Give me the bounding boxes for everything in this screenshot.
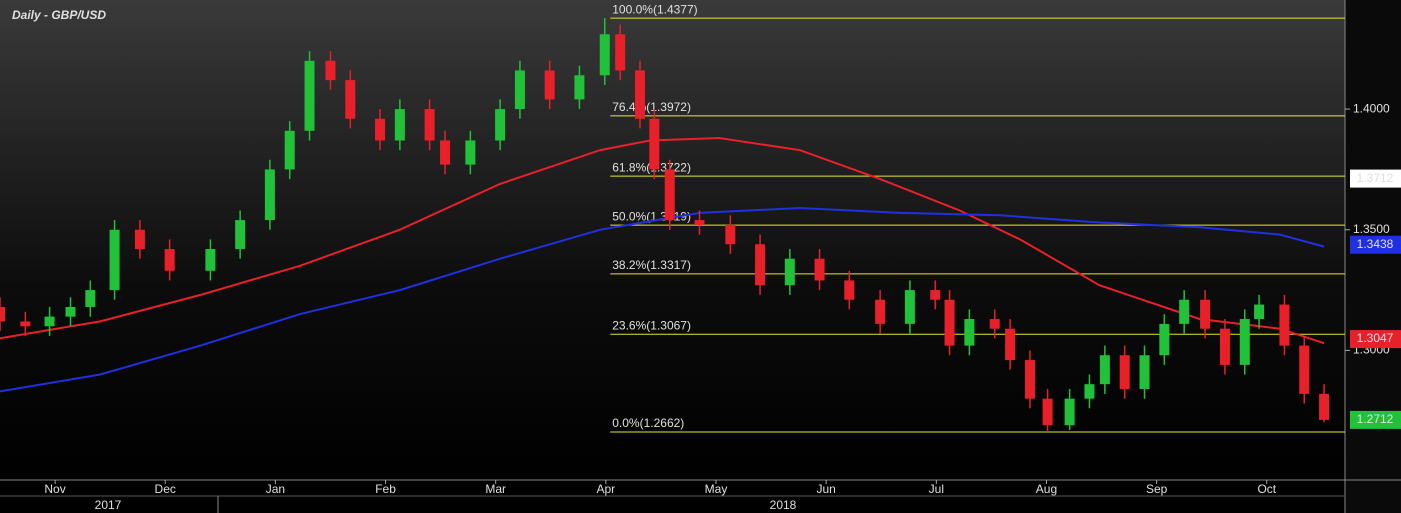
candle-body bbox=[599, 34, 610, 76]
candle-body bbox=[1200, 299, 1211, 329]
candle-body bbox=[574, 75, 585, 100]
x-tick-label: Feb bbox=[375, 482, 396, 496]
candle-body bbox=[944, 299, 955, 346]
fib-label: 76.4%(1.3972) bbox=[612, 100, 691, 114]
x-tick-label: Jun bbox=[816, 482, 835, 496]
candle-body bbox=[814, 258, 825, 281]
candle-body bbox=[85, 290, 96, 307]
candle-body bbox=[1219, 328, 1230, 365]
year-label: 2017 bbox=[95, 498, 122, 512]
candle-body bbox=[844, 280, 855, 300]
candle-body bbox=[1179, 299, 1190, 324]
candle-body bbox=[394, 109, 405, 141]
axis-background bbox=[1345, 0, 1401, 513]
candle-body bbox=[989, 319, 1000, 329]
x-tick-label: Sep bbox=[1146, 482, 1168, 496]
candle-body bbox=[205, 249, 216, 271]
candle-body bbox=[1042, 398, 1053, 426]
candle-body bbox=[1064, 398, 1075, 426]
candle-body bbox=[1024, 360, 1035, 399]
candle-body bbox=[1084, 384, 1095, 399]
candle-body bbox=[375, 118, 386, 141]
candle-body bbox=[0, 306, 5, 322]
fib-label: 0.0%(1.2662) bbox=[612, 416, 684, 430]
x-tick-label: Jan bbox=[266, 482, 285, 496]
candle-body bbox=[65, 306, 76, 317]
price-tag bbox=[1350, 330, 1401, 349]
candle-body bbox=[544, 70, 555, 100]
candle-body bbox=[1299, 345, 1310, 394]
candle-body bbox=[134, 229, 145, 250]
candle-body bbox=[345, 80, 356, 119]
candle-body bbox=[1279, 304, 1290, 346]
fib-label: 100.0%(1.4377) bbox=[612, 2, 697, 16]
candle-body bbox=[514, 70, 525, 110]
price-tag bbox=[1350, 235, 1401, 254]
candle-body bbox=[615, 34, 626, 71]
candle-body bbox=[875, 299, 886, 324]
candle-body bbox=[440, 140, 451, 165]
price-tag-label: 1.3712 bbox=[1357, 171, 1394, 185]
candle-body bbox=[1119, 355, 1130, 390]
candle-body bbox=[44, 316, 55, 327]
x-tick-label: Jul bbox=[929, 482, 944, 496]
candle-body bbox=[20, 321, 31, 327]
year-label: 2018 bbox=[770, 498, 797, 512]
candle-body bbox=[424, 109, 435, 141]
candle-body bbox=[664, 169, 675, 221]
price-tag-label: 1.3438 bbox=[1357, 237, 1394, 251]
price-tag-label: 1.2712 bbox=[1357, 412, 1394, 426]
price-tag-label: 1.3047 bbox=[1357, 331, 1394, 345]
candle-body bbox=[694, 220, 705, 225]
candle-body bbox=[649, 118, 660, 170]
plot-background bbox=[0, 0, 1345, 480]
candle-body bbox=[1239, 319, 1250, 365]
price-tag bbox=[1350, 410, 1401, 429]
candle-body bbox=[755, 244, 766, 286]
x-tick-label: May bbox=[705, 482, 728, 496]
chart-title: Daily - GBP/USD bbox=[12, 8, 106, 22]
candle-body bbox=[109, 229, 120, 291]
x-tick-label: Nov bbox=[44, 482, 65, 496]
candle-body bbox=[1254, 304, 1265, 320]
x-tick-label: Dec bbox=[155, 482, 176, 496]
candle-body bbox=[930, 290, 941, 300]
candle-body bbox=[904, 290, 915, 324]
candle-body bbox=[235, 220, 246, 250]
candle-body bbox=[465, 140, 476, 165]
fib-label: 38.2%(1.3317) bbox=[612, 258, 691, 272]
x-tick-label: Mar bbox=[485, 482, 506, 496]
price-tag bbox=[1350, 169, 1401, 188]
y-tick-label: 1.4000 bbox=[1353, 101, 1390, 115]
candle-body bbox=[1159, 323, 1170, 356]
x-tick-label: Oct bbox=[1257, 482, 1276, 496]
candle-body bbox=[495, 109, 506, 141]
candle-body bbox=[264, 169, 275, 221]
candle-body bbox=[164, 249, 175, 271]
fib-label: 23.6%(1.3067) bbox=[612, 318, 691, 332]
candle-body bbox=[325, 60, 336, 81]
candle-body bbox=[1319, 393, 1330, 420]
candle-body bbox=[1099, 355, 1110, 385]
candle-body bbox=[635, 70, 646, 119]
x-tick-label: Apr bbox=[597, 482, 616, 496]
candle-body bbox=[784, 258, 795, 286]
x-tick-label: Aug bbox=[1036, 482, 1057, 496]
moving-average bbox=[0, 136, 1325, 345]
candle-body bbox=[1005, 328, 1016, 361]
candle-body bbox=[304, 60, 315, 131]
y-tick-label: 1.3500 bbox=[1353, 222, 1390, 236]
candle-body bbox=[284, 130, 295, 170]
candle-body bbox=[1139, 355, 1150, 390]
candle-body bbox=[725, 224, 736, 245]
candle-body bbox=[964, 319, 975, 346]
